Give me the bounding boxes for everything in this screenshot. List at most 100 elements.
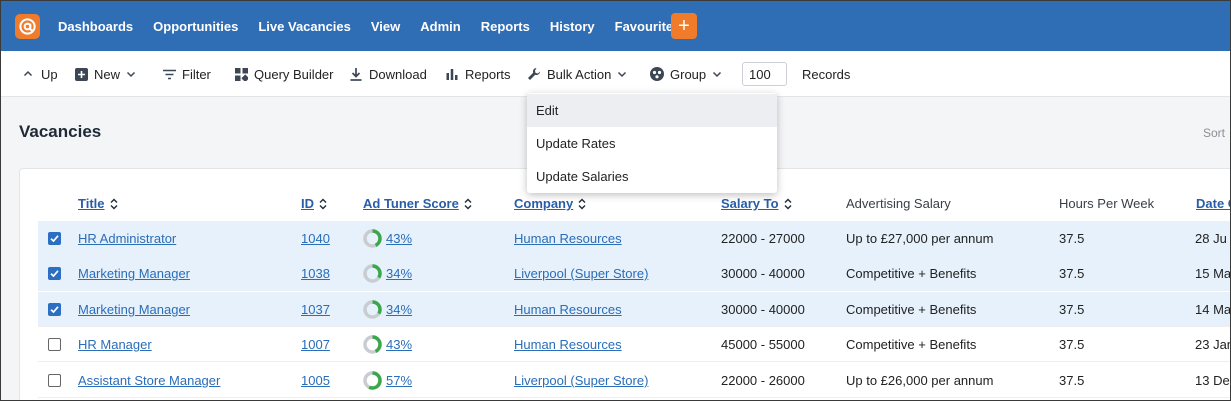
new-label: New [94, 66, 121, 82]
vacancy-id-link[interactable]: 1038 [301, 266, 330, 281]
salary-to-value: 22000 - 26000 [721, 373, 805, 388]
company-link[interactable]: Human Resources [514, 231, 622, 246]
advertising-salary-value: Competitive + Benefits [846, 302, 977, 317]
bar-chart-icon [445, 67, 459, 81]
sort-icon [110, 198, 118, 210]
row-checkbox[interactable] [48, 232, 61, 245]
row-checkbox-cell [48, 327, 61, 362]
row-checkbox-cell [48, 221, 61, 256]
table-row[interactable]: HR Manager 1007 43% Human Resources 45000 - … [38, 327, 1230, 362]
column-header-date[interactable]: Date C [1196, 196, 1230, 211]
new-button[interactable]: New [74, 51, 136, 97]
group-button[interactable]: Group [650, 51, 722, 97]
add-new-button[interactable]: + [671, 13, 697, 39]
ad-tuner-score-link[interactable]: 34% [386, 302, 413, 317]
company-link[interactable]: Liverpool (Super Store) [514, 373, 649, 388]
filter-button[interactable]: Filter [162, 51, 211, 97]
score-donut-icon [363, 264, 382, 283]
menu-item-update-salaries[interactable]: Update Salaries [536, 169, 629, 184]
toolbar: Up New Filter Query Builder Download Rep… [1, 51, 1230, 97]
row-checkbox[interactable] [48, 267, 61, 280]
salary-to-value: 30000 - 40000 [721, 302, 805, 317]
table-row[interactable]: Marketing Manager 1037 34% Human Resources 3… [38, 292, 1230, 327]
nav-item-opportunities[interactable]: Opportunities [153, 18, 239, 34]
menu-item-edit[interactable]: Edit [527, 94, 777, 127]
nav-item-favourites[interactable]: Favourites [614, 18, 681, 34]
date-value: 15 Ma [1195, 266, 1231, 281]
nav-item-view[interactable]: View [370, 18, 401, 34]
hours-per-week-value: 37.5 [1059, 302, 1085, 317]
table-row[interactable]: HR Administrator 1040 43% Human Resources 22… [38, 221, 1230, 256]
column-header-ad-tuner-label: Ad Tuner Score [363, 196, 459, 211]
table-row[interactable]: Marketing Manager 1038 34% Liverpool (Super… [38, 256, 1231, 291]
advertising-salary-value: Competitive + Benefits [846, 337, 977, 352]
score-donut-icon [363, 371, 382, 390]
nav-item-admin[interactable]: Admin [420, 18, 461, 34]
menu-item-update-rates[interactable]: Update Rates [536, 136, 616, 151]
filter-label: Filter [182, 66, 211, 82]
at-sign-icon[interactable] [15, 14, 40, 39]
score-donut-fill [363, 264, 382, 283]
sort-label[interactable]: Sort [1203, 126, 1226, 140]
column-header-ad-tuner-score[interactable]: Ad Tuner Score [363, 196, 472, 211]
ad-tuner-score-link[interactable]: 43% [386, 231, 413, 246]
salary-to-value: 30000 - 40000 [721, 266, 805, 281]
nav-item-history[interactable]: History [549, 18, 595, 34]
score-donut-fill [363, 229, 382, 248]
nav-item-reports[interactable]: Reports [480, 18, 530, 34]
download-icon [349, 67, 363, 81]
column-header-title[interactable]: Title [78, 196, 118, 211]
group-label: Group [670, 66, 707, 82]
column-header-company[interactable]: Company [514, 196, 586, 211]
ad-tuner-score-cell: 57% [363, 363, 412, 398]
column-header-salary-to[interactable]: Salary To [721, 196, 792, 211]
row-checkbox[interactable] [48, 374, 61, 387]
records-count-input[interactable] [742, 62, 787, 86]
company-link[interactable]: Liverpool (Super Store) [514, 266, 649, 281]
group-icon [650, 67, 664, 81]
bulk-action-button[interactable]: Bulk Action [527, 51, 627, 97]
chevron-down-icon [617, 69, 627, 79]
ad-tuner-score-link[interactable]: 57% [386, 373, 413, 388]
query-builder-button[interactable]: Query Builder [234, 51, 333, 97]
plus-square-icon [74, 67, 88, 81]
vacancy-title-link[interactable]: HR Manager [78, 337, 152, 352]
vacancy-title-link[interactable]: Assistant Store Manager [78, 373, 221, 388]
vacancy-id-link[interactable]: 1007 [301, 337, 330, 352]
up-button[interactable]: Up [21, 51, 58, 97]
ad-tuner-score-link[interactable]: 34% [386, 266, 413, 281]
query-builder-icon [234, 67, 248, 81]
ad-tuner-score-link[interactable]: 43% [386, 337, 413, 352]
row-checkbox[interactable] [48, 338, 61, 351]
row-checkbox-cell [48, 292, 61, 327]
reports-button[interactable]: Reports [445, 51, 511, 97]
sort-icon [784, 198, 792, 210]
nav-item-live-vacancies[interactable]: Live Vacancies [258, 18, 351, 34]
score-donut-fill [363, 300, 382, 319]
row-checkbox[interactable] [48, 303, 61, 316]
column-header-salary-to-label: Salary To [721, 196, 779, 211]
column-header-advertising-salary: Advertising Salary [846, 196, 951, 211]
download-button[interactable]: Download [349, 51, 427, 97]
vacancy-id-link[interactable]: 1040 [301, 231, 330, 246]
column-header-id[interactable]: ID [301, 196, 327, 211]
table-row[interactable]: Assistant Store Manager 1005 57% Liverpool … [38, 363, 1230, 398]
vacancy-title-link[interactable]: Marketing Manager [78, 266, 190, 281]
score-donut-icon [363, 300, 382, 319]
score-donut-fill [363, 371, 382, 390]
query-builder-label: Query Builder [254, 66, 334, 82]
company-link[interactable]: Human Resources [514, 337, 622, 352]
score-donut-icon [363, 335, 382, 354]
company-link[interactable]: Human Resources [514, 302, 622, 317]
vacancy-title-link[interactable]: Marketing Manager [78, 302, 190, 317]
bulk-action-menu: Edit Update Rates Update Salaries [527, 93, 777, 193]
vacancy-id-link[interactable]: 1005 [301, 373, 330, 388]
chevron-down-icon [126, 69, 136, 79]
vacancy-id-link[interactable]: 1037 [301, 302, 330, 317]
vacancy-title-link[interactable]: HR Administrator [78, 231, 177, 246]
score-donut-fill [363, 335, 382, 354]
hours-per-week-value: 37.5 [1059, 266, 1085, 281]
nav-item-dashboards[interactable]: Dashboards [58, 18, 134, 34]
column-header-id-label: ID [301, 196, 314, 211]
date-value: 28 Ju [1195, 231, 1227, 246]
